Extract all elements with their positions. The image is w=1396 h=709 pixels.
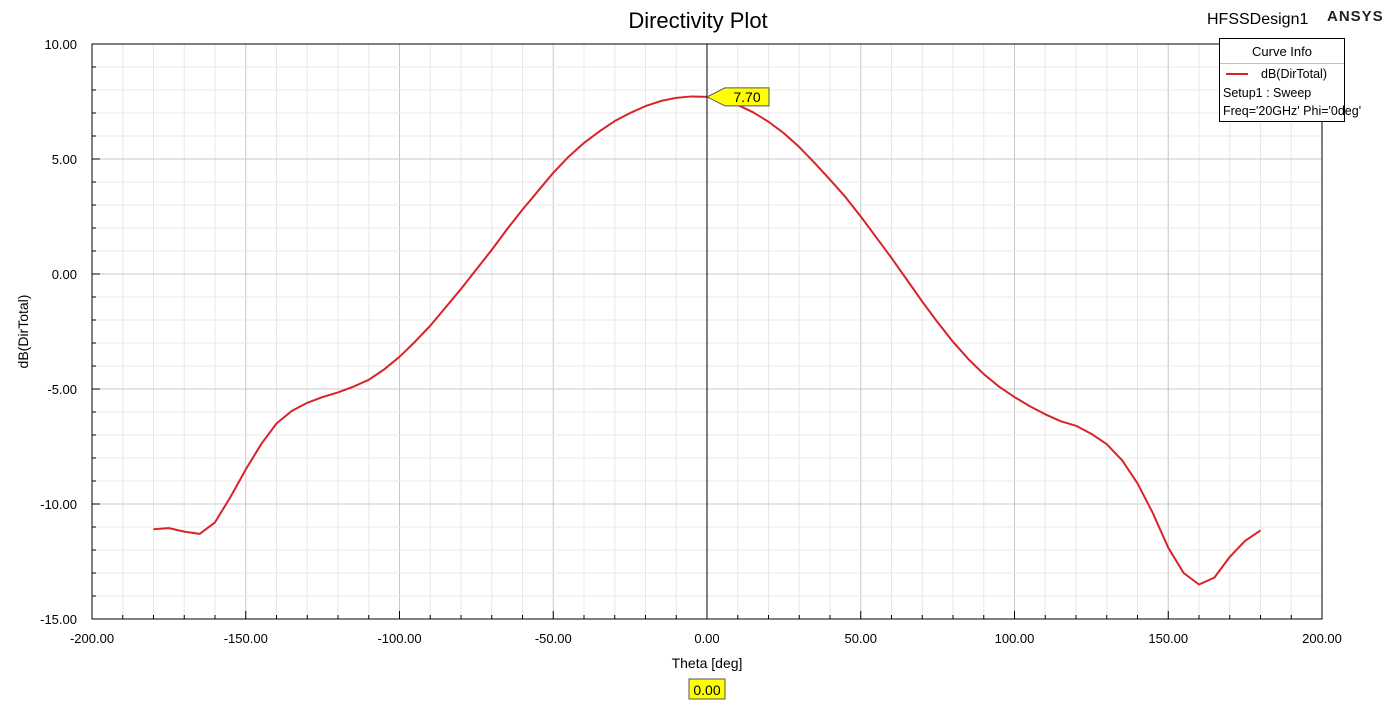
- brand-logo: ANSYS: [1327, 8, 1384, 25]
- legend-title: Curve Info: [1220, 39, 1344, 64]
- legend-series-label: dB(DirTotal): [1261, 67, 1327, 81]
- x-tick-label: 50.00: [844, 631, 877, 646]
- x-tick-label: 0.00: [694, 631, 719, 646]
- design-name: HFSSDesign1: [1207, 11, 1309, 28]
- x-tick-label: 100.00: [995, 631, 1035, 646]
- legend-series-row[interactable]: dB(DirTotal): [1220, 64, 1344, 84]
- y-tick-label: -5.00: [47, 382, 77, 397]
- legend-swatch: [1226, 73, 1248, 75]
- marker-y-value: 7.70: [733, 89, 760, 105]
- x-tick-label: -150.00: [224, 631, 268, 646]
- y-axis-label: dB(DirTotal): [15, 295, 31, 369]
- legend-setup-text: Setup1 : Sweep: [1223, 86, 1312, 100]
- x-axis-label: Theta [deg]: [672, 655, 743, 671]
- y-tick-label: -10.00: [40, 497, 77, 512]
- y-tick-label: 5.00: [52, 152, 77, 167]
- x-tick-label: -50.00: [535, 631, 572, 646]
- x-tick-label: -200.00: [70, 631, 114, 646]
- marker-value-flag: [705, 87, 770, 107]
- y-tick-label: -15.00: [40, 612, 77, 627]
- y-tick-label: 10.00: [44, 37, 77, 52]
- y-tick-label: 0.00: [52, 267, 77, 282]
- marker-x-value: 0.00: [693, 682, 720, 698]
- x-tick-label: 150.00: [1148, 631, 1188, 646]
- curve-info-legend[interactable]: Curve Info dB(DirTotal) Setup1 : Sweep F…: [1219, 38, 1362, 122]
- x-tick-label: 200.00: [1302, 631, 1342, 646]
- legend-freq-text: Freq='20GHz' Phi='0deg': [1223, 104, 1362, 118]
- marker-x-value-box: [688, 678, 726, 700]
- chart-title: Directivity Plot: [628, 8, 768, 33]
- x-tick-label: -100.00: [377, 631, 421, 646]
